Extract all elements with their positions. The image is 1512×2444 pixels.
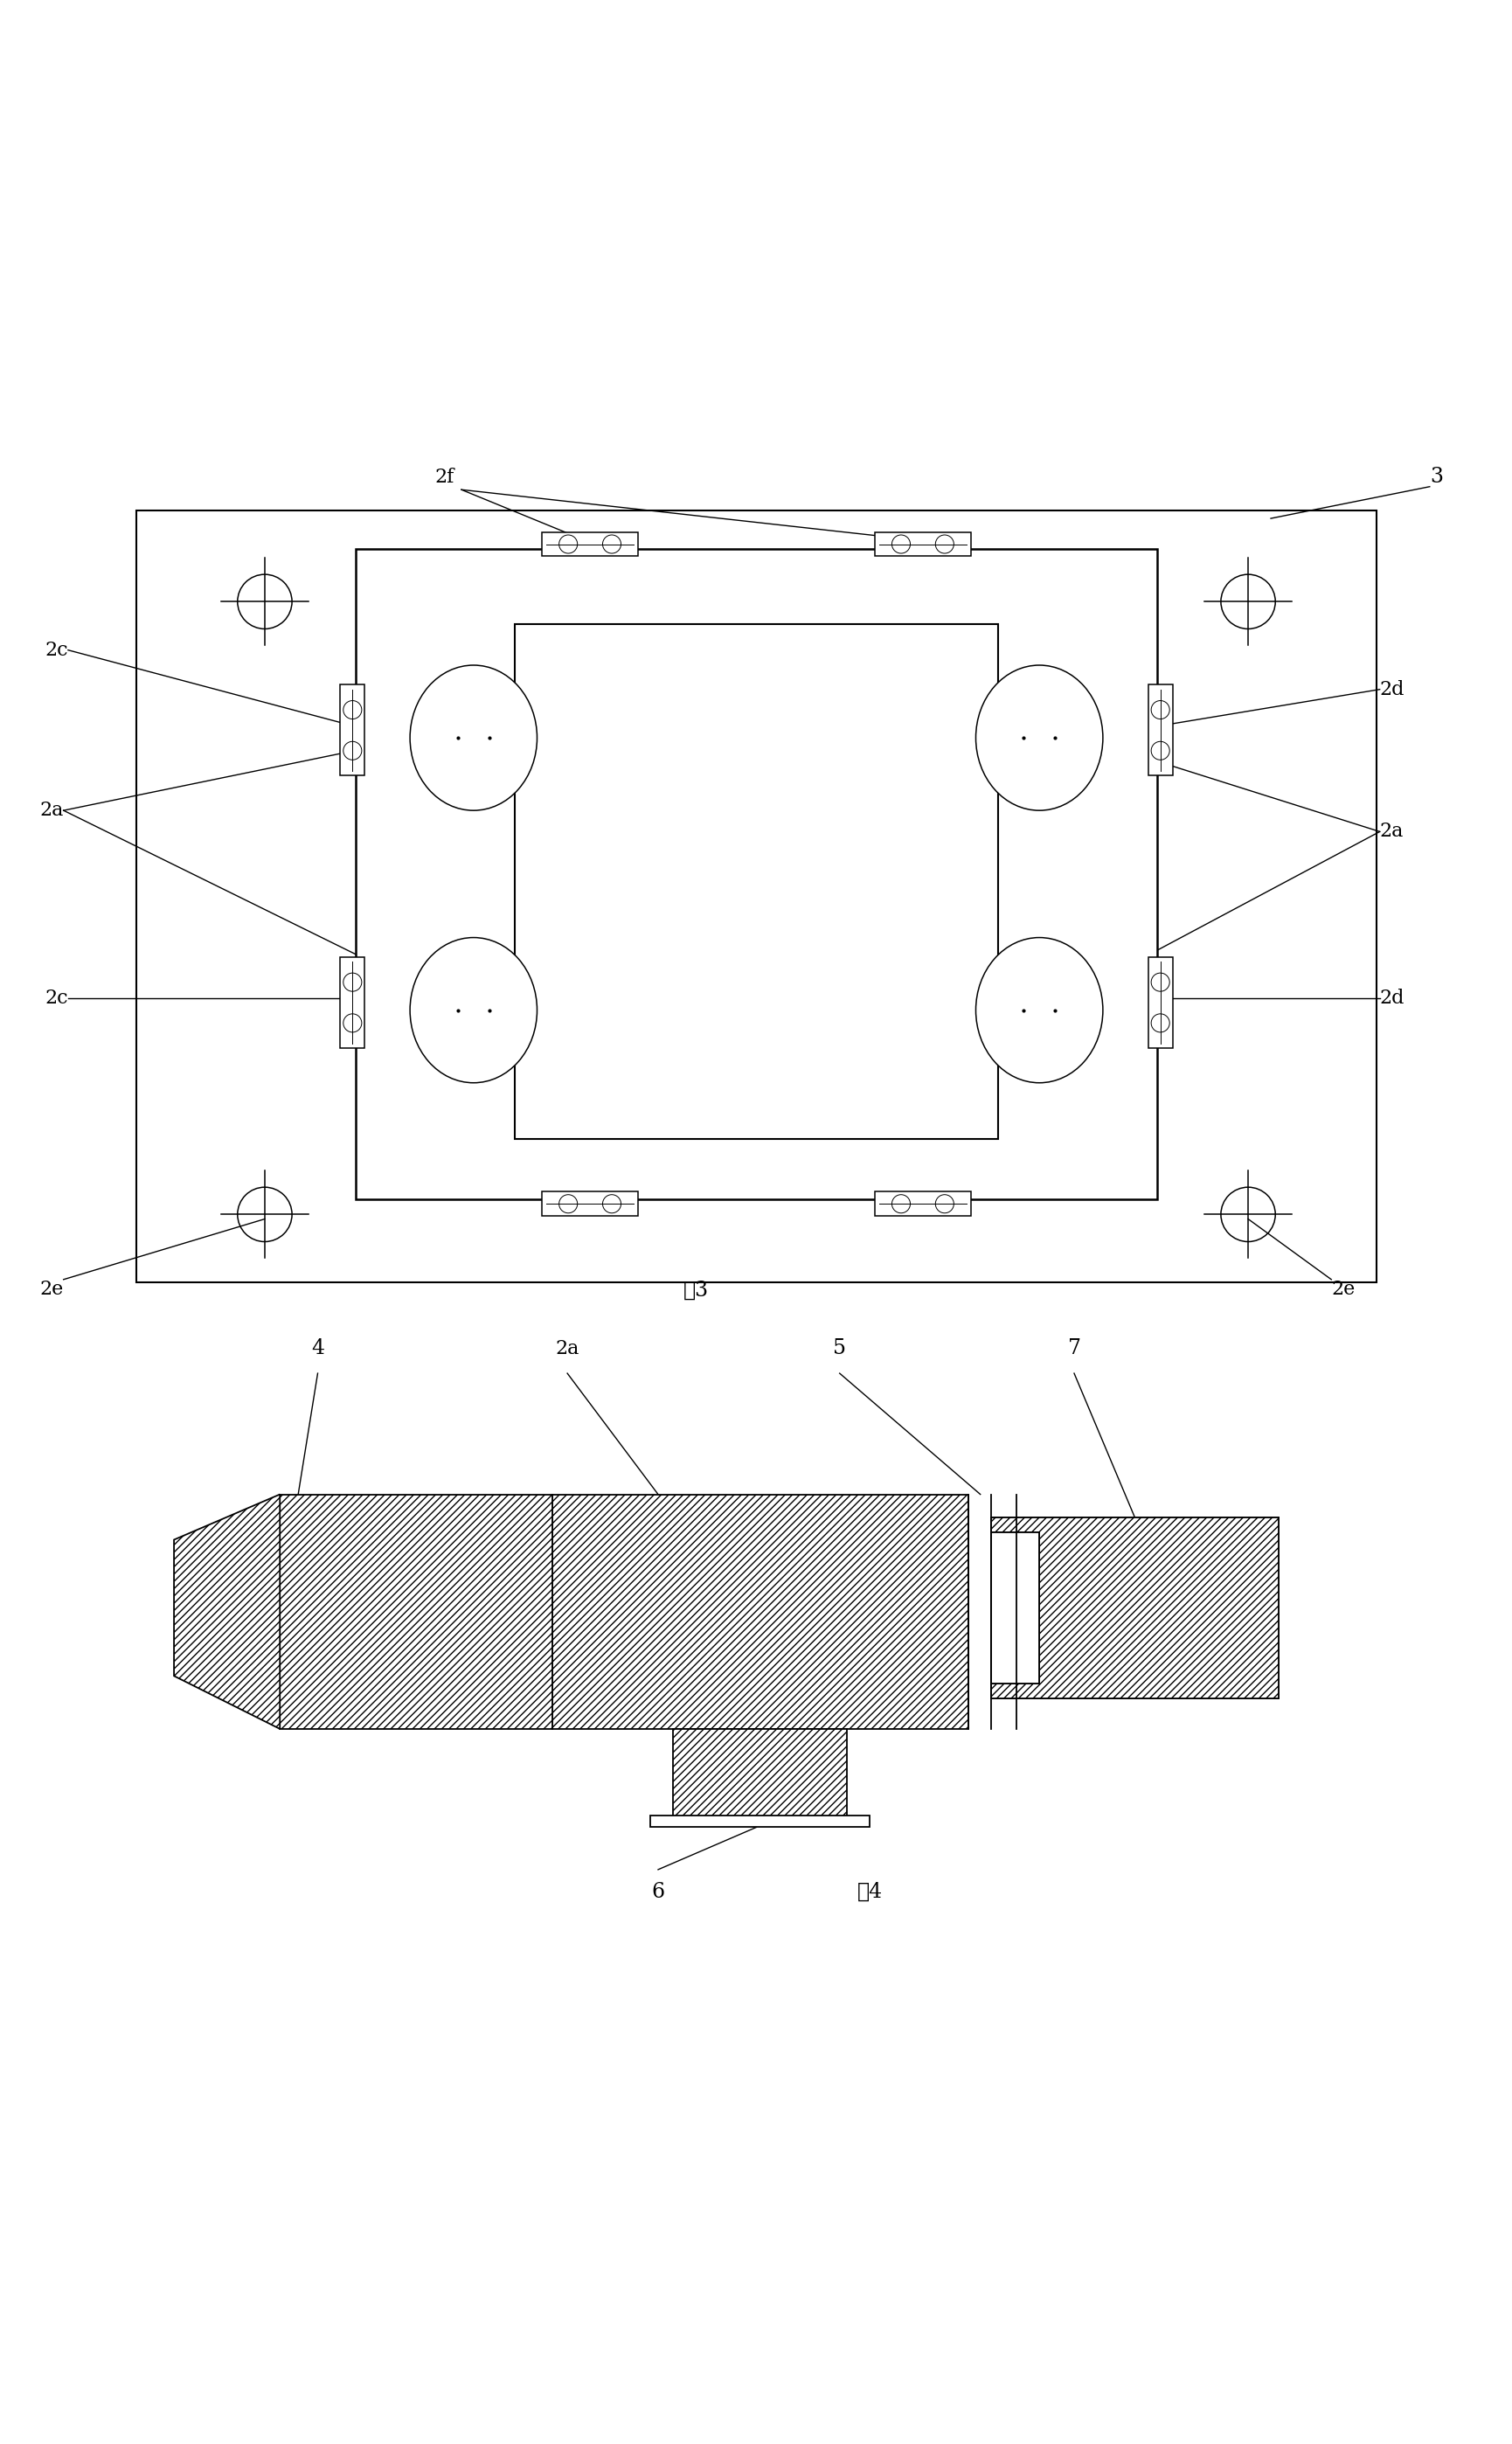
Ellipse shape xyxy=(975,938,1102,1083)
Ellipse shape xyxy=(975,665,1102,811)
Bar xyxy=(280,1493,552,1728)
Bar xyxy=(340,684,364,775)
Ellipse shape xyxy=(410,938,537,1083)
Text: 2a: 2a xyxy=(555,1339,579,1359)
Text: 2e: 2e xyxy=(1331,1281,1355,1298)
Bar xyxy=(1148,684,1172,775)
Polygon shape xyxy=(174,1493,280,1728)
Text: 5: 5 xyxy=(833,1337,845,1359)
Text: 7: 7 xyxy=(1067,1337,1080,1359)
Bar xyxy=(874,533,971,557)
Bar xyxy=(673,1728,847,1821)
Bar xyxy=(1148,958,1172,1048)
Bar xyxy=(340,958,364,1048)
Bar xyxy=(514,623,998,1139)
Text: 4: 4 xyxy=(311,1337,324,1359)
Text: 图3: 图3 xyxy=(683,1281,708,1300)
Bar xyxy=(355,550,1157,1200)
Bar xyxy=(874,1193,971,1217)
Bar xyxy=(136,511,1376,1283)
Text: 3: 3 xyxy=(1429,467,1442,486)
Text: 2c: 2c xyxy=(45,987,68,1007)
Text: 2e: 2e xyxy=(39,1281,64,1298)
Text: 图4: 图4 xyxy=(857,1882,881,1901)
Text: 2d: 2d xyxy=(1379,987,1403,1007)
Polygon shape xyxy=(990,1518,1278,1699)
Text: 6: 6 xyxy=(652,1882,664,1901)
Bar xyxy=(552,1493,968,1728)
Text: 2c: 2c xyxy=(45,640,68,660)
Text: 2d: 2d xyxy=(1379,679,1403,699)
Ellipse shape xyxy=(410,665,537,811)
Text: 2f: 2f xyxy=(434,467,454,486)
Bar xyxy=(650,1816,869,1828)
Bar xyxy=(990,1518,1278,1699)
Bar xyxy=(541,533,638,557)
Bar xyxy=(990,1532,1039,1684)
Text: 2a: 2a xyxy=(1379,821,1403,841)
Bar xyxy=(541,1193,638,1217)
Text: 2a: 2a xyxy=(39,802,64,821)
